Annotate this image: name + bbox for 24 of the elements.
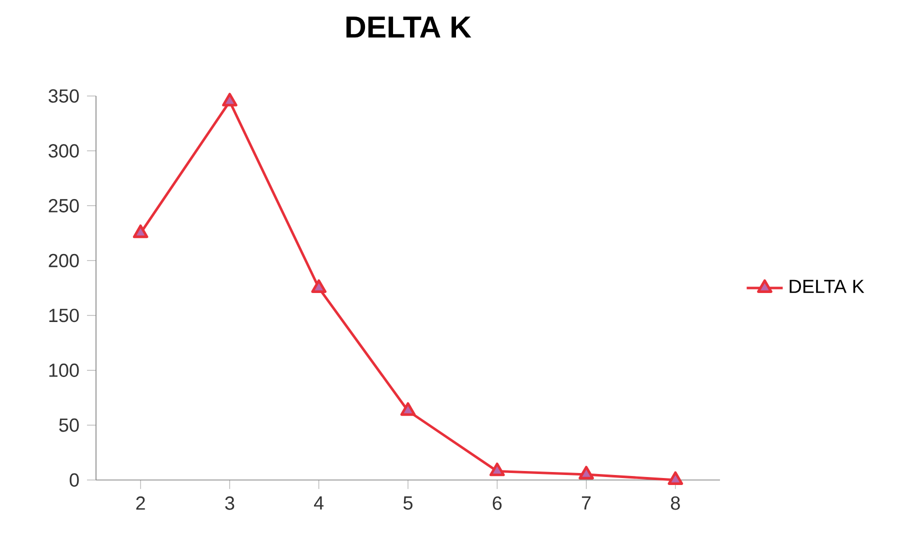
y-tick-label: 0: [70, 473, 79, 487]
y-tick-label: 100: [49, 364, 79, 378]
point: [668, 471, 684, 485]
point: [578, 466, 594, 480]
x-tick-label: 3: [225, 496, 234, 510]
point: [132, 224, 148, 238]
y-tick-label: 150: [49, 308, 79, 322]
y-tick-label: 200: [48, 254, 79, 268]
y-tick-label: 350: [48, 89, 79, 103]
x-tick-label: 7: [582, 496, 591, 510]
y-tick-label: 300: [48, 144, 79, 158]
point: [222, 92, 238, 106]
y-tick-label: 50: [59, 418, 79, 432]
point: [400, 402, 416, 416]
chart-title: DELTA K: [346, 16, 472, 38]
point: [489, 462, 505, 476]
y-tick-label: 250: [48, 198, 79, 212]
x-tick-label: 4: [314, 496, 324, 510]
x-tick-label: 2: [136, 496, 145, 510]
x-tick-label: 6: [492, 496, 502, 510]
x-tick-label: 5: [403, 496, 412, 510]
point: [311, 279, 327, 293]
legend-label: DELTA K: [790, 280, 864, 293]
x-tick-label: 8: [670, 496, 680, 510]
